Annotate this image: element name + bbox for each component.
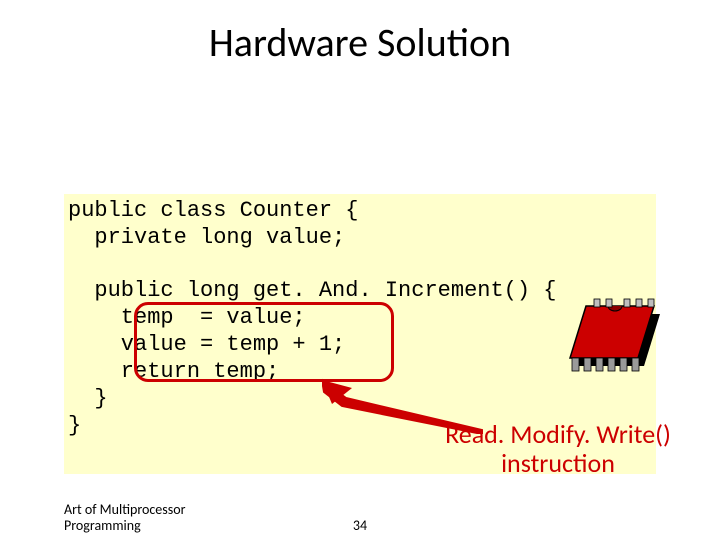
chip-icon — [564, 296, 664, 388]
callout-label: Read. Modify. Write() instruction — [418, 420, 698, 477]
footer-line1: Art of Multiprocessor — [64, 502, 186, 518]
code-highlight-box — [134, 302, 394, 382]
callout-line1: Read. Modify. Write() — [418, 420, 698, 449]
slide-title: Hardware Solution — [0, 18, 720, 67]
page-number: 34 — [0, 517, 720, 534]
callout-line2: instruction — [418, 449, 698, 478]
